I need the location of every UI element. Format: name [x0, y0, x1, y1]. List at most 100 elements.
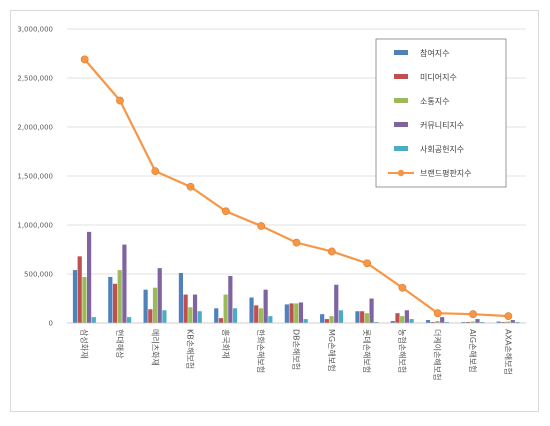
bar-1-10 — [390, 321, 395, 323]
bar-2-2 — [112, 283, 118, 323]
bar-5-12 — [480, 322, 485, 323]
brand-index-point-7 — [292, 238, 301, 247]
bar-4-5 — [228, 275, 233, 323]
legend-label: 커뮤니티지수 — [420, 120, 464, 130]
brand-index-point-5 — [221, 207, 230, 216]
bar-4-4 — [192, 294, 198, 323]
bar-5-4 — [197, 311, 202, 323]
bar-4-8 — [334, 284, 339, 323]
legend-label: 참여지수 — [420, 48, 449, 58]
legend-label: 사회공헌지수 — [420, 145, 464, 154]
y-tick-label: 500,000 — [24, 271, 53, 279]
brand-index-point-1 — [80, 55, 89, 64]
bar-5-13 — [515, 322, 520, 323]
category-label: AIG손해보험 — [468, 329, 478, 372]
brand-index-point-3 — [151, 167, 160, 175]
y-tick-label: 3,000,000 — [17, 26, 53, 34]
bar-4-9 — [369, 298, 374, 323]
bar-5-3 — [162, 310, 167, 323]
y-tick-label: 0 — [49, 320, 53, 328]
bar-1-4 — [178, 273, 184, 323]
bar-1-1 — [72, 270, 78, 323]
brand-index-point-8 — [327, 247, 336, 256]
bar-5-6 — [268, 316, 273, 323]
bar-series — [72, 231, 520, 323]
bar-2-10 — [395, 313, 400, 323]
bar-2-5 — [218, 318, 224, 323]
bar-4-7 — [298, 302, 304, 323]
bar-3-11 — [435, 321, 440, 323]
bar-1-6 — [249, 297, 254, 323]
bar-2-12 — [465, 322, 471, 323]
bar-2-13 — [501, 322, 506, 323]
gridlines — [67, 28, 526, 275]
bar-3-8 — [329, 316, 334, 323]
bar-3-1 — [82, 276, 87, 323]
bar-3-5 — [223, 294, 228, 323]
y-axis: 0 500,000 1,000,000 1,500,000 2,000,000 2,500… — [17, 26, 53, 328]
category-label: 농협손해보험 — [397, 329, 407, 373]
bar-4-3 — [157, 268, 162, 323]
bar-2-11 — [430, 322, 435, 323]
bar-4-10 — [404, 310, 409, 323]
legend-label: 브랜드평판지수 — [420, 168, 472, 178]
bar-4-6 — [263, 289, 268, 323]
bar-5-5 — [232, 308, 238, 323]
category-label: MG손해보험 — [327, 329, 337, 372]
bar-5-8 — [338, 310, 344, 323]
category-label: 롯데손해보험 — [362, 329, 372, 373]
bar-3-2 — [117, 270, 122, 323]
category-label: 메리츠화재 — [150, 329, 159, 366]
bar-2-7 — [289, 303, 294, 323]
bar-4-2 — [122, 244, 127, 323]
bar-1-7 — [284, 304, 289, 323]
bar-4-12 — [475, 319, 480, 323]
legend-box — [375, 38, 507, 188]
bar-5-10 — [409, 319, 414, 323]
category-label: 한화손해보험 — [256, 329, 266, 373]
bar-2-4 — [183, 294, 188, 323]
bar-1-3 — [143, 289, 148, 323]
bar-2-3 — [148, 309, 153, 323]
line-series — [80, 55, 513, 321]
y-tick-label: 2,000,000 — [17, 124, 53, 132]
bar-2-9 — [360, 311, 365, 323]
bar-4-1 — [87, 231, 92, 323]
legend-label: 소통지수 — [420, 97, 449, 106]
bar-3-9 — [364, 313, 369, 323]
bar-3-13 — [505, 321, 511, 323]
bar-5-11 — [444, 322, 449, 323]
category-label: 흥국화재 — [221, 329, 231, 358]
bar-1-2 — [108, 276, 113, 323]
bar-1-12 — [461, 322, 466, 323]
bar-3-6 — [258, 308, 264, 323]
bar-4-13 — [510, 320, 515, 323]
category-label: AXA손해보험 — [503, 329, 513, 375]
brand-index-point-6 — [257, 222, 266, 230]
bar-1-8 — [320, 314, 325, 323]
brand-index-point-13 — [504, 312, 513, 321]
bar-1-9 — [355, 311, 360, 323]
bar-5-2 — [127, 317, 132, 323]
bar-2-6 — [254, 305, 259, 323]
bar-3-3 — [152, 287, 158, 323]
legend-swatch — [394, 122, 408, 127]
bar-4-11 — [440, 317, 445, 323]
legend-swatch — [394, 50, 408, 55]
category-label: DB손해보험 — [292, 329, 302, 370]
brand-index-point-2 — [116, 96, 124, 105]
brand-index-point-4 — [186, 182, 195, 191]
bar-2-8 — [324, 319, 329, 323]
y-tick-label: 1,000,000 — [17, 222, 53, 230]
bar-1-11 — [425, 320, 431, 323]
y-tick-label: 2,500,000 — [17, 75, 53, 83]
legend-label: 미디어지수 — [420, 72, 457, 82]
bar-2-1 — [77, 256, 82, 323]
brand-index-point-9 — [363, 259, 372, 268]
legend-marker — [397, 169, 405, 177]
bar-3-7 — [294, 303, 299, 323]
legend-swatch — [394, 74, 408, 79]
category-label: 현대해상 — [115, 329, 125, 359]
category-label: 삼성화재 — [80, 329, 90, 358]
